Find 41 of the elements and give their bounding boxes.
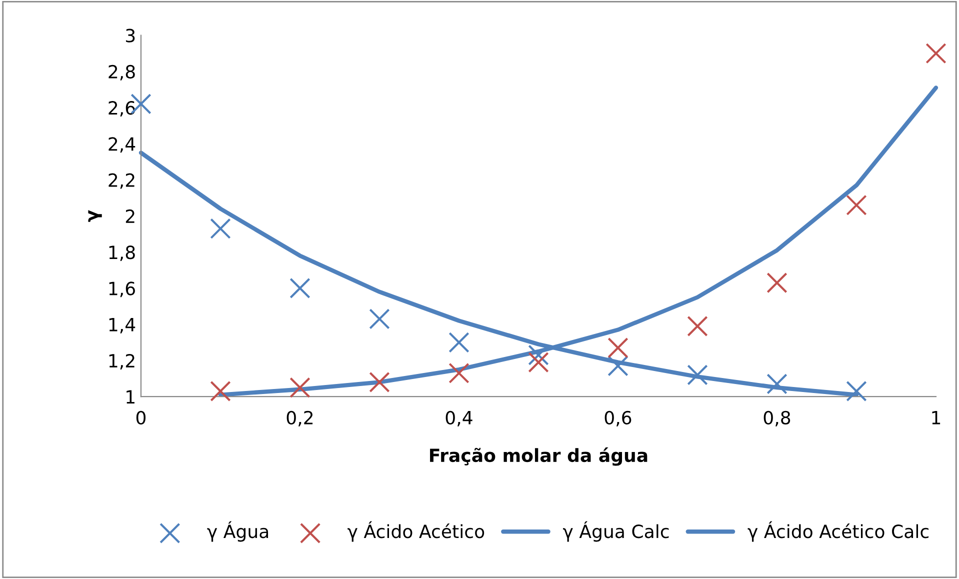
x-tick-label: 1 (932, 411, 940, 424)
point (369, 308, 390, 330)
point (608, 337, 628, 358)
point (448, 362, 470, 384)
x-axis-title: Fração molar da água (430, 447, 648, 466)
point (687, 316, 708, 337)
x-tick-label: 0,4 (446, 410, 472, 426)
y-tick-label: 1 (126, 390, 134, 404)
y-tick-label: 1,6 (109, 282, 135, 298)
point (210, 380, 231, 402)
point (846, 380, 867, 402)
y-tick-label: 2 (126, 209, 134, 223)
point (608, 356, 628, 376)
y-tick-label: 3 (126, 28, 135, 42)
point (766, 272, 788, 294)
point (369, 372, 390, 393)
point (766, 374, 788, 394)
point (290, 377, 310, 398)
point (528, 344, 549, 366)
point (290, 278, 310, 299)
x-tick-label: 0,8 (764, 410, 790, 426)
x-tick-label: 0,6 (604, 410, 632, 426)
point (687, 364, 708, 386)
point (210, 218, 231, 239)
point (846, 194, 867, 216)
legend-label: γ Ácido Acético (348, 521, 484, 542)
y-tick-label: 2,8 (108, 64, 135, 80)
y-axis-title: γ (88, 210, 102, 222)
legend-label: γ Água (207, 521, 268, 542)
x-tick-label: 0,2 (286, 410, 313, 426)
y-tick-label: 1,2 (109, 354, 134, 370)
point (448, 332, 470, 353)
y-tick-label: 1,4 (109, 318, 136, 334)
legend-label: γ Água Calc (563, 521, 669, 542)
y-tick-label: 2,2 (108, 173, 134, 189)
y-tick-label: 2,4 (108, 137, 136, 153)
point (926, 43, 946, 64)
x-tick-label: 0 (136, 410, 146, 424)
legend-label: γ Ácido Acético Calc (748, 521, 928, 542)
point (528, 352, 549, 373)
y-tick-label: 1,8 (109, 246, 135, 262)
